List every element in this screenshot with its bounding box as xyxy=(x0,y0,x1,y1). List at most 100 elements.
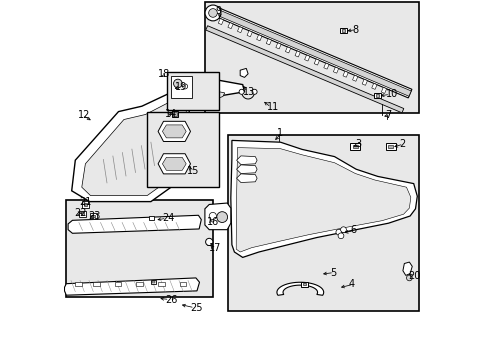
Text: 19: 19 xyxy=(175,82,187,92)
Polygon shape xyxy=(205,26,403,113)
Circle shape xyxy=(406,275,411,281)
Text: 14: 14 xyxy=(165,109,177,119)
Polygon shape xyxy=(236,165,257,174)
Polygon shape xyxy=(304,55,309,61)
Bar xyxy=(83,203,87,206)
Polygon shape xyxy=(256,35,262,41)
Circle shape xyxy=(204,5,221,21)
Circle shape xyxy=(340,227,346,233)
Bar xyxy=(206,240,212,245)
Bar xyxy=(341,29,345,32)
Bar xyxy=(136,282,142,286)
Bar xyxy=(152,281,155,283)
Text: 20: 20 xyxy=(407,271,420,282)
Polygon shape xyxy=(158,121,190,141)
Polygon shape xyxy=(276,282,323,295)
Text: 3: 3 xyxy=(355,139,361,149)
Polygon shape xyxy=(371,83,376,89)
Text: 1: 1 xyxy=(276,128,283,138)
Text: 18: 18 xyxy=(158,69,170,79)
Bar xyxy=(81,201,89,208)
Bar xyxy=(75,282,81,286)
Text: 25: 25 xyxy=(190,303,203,313)
Polygon shape xyxy=(72,77,244,202)
Text: 7: 7 xyxy=(384,110,390,120)
Polygon shape xyxy=(246,31,252,37)
Text: 23: 23 xyxy=(88,211,101,221)
Circle shape xyxy=(205,238,212,246)
Text: 26: 26 xyxy=(165,294,177,305)
Circle shape xyxy=(208,9,217,17)
Text: 16: 16 xyxy=(206,217,219,228)
Polygon shape xyxy=(402,262,411,275)
Bar xyxy=(302,283,306,285)
Polygon shape xyxy=(158,154,190,174)
Polygon shape xyxy=(352,75,357,81)
Polygon shape xyxy=(285,47,290,53)
Polygon shape xyxy=(236,148,410,252)
Polygon shape xyxy=(333,67,338,73)
Polygon shape xyxy=(236,174,257,183)
Text: 4: 4 xyxy=(348,279,354,289)
Bar xyxy=(171,111,178,117)
Bar xyxy=(115,282,121,286)
Text: 15: 15 xyxy=(186,166,199,176)
Text: 13: 13 xyxy=(243,87,255,97)
Polygon shape xyxy=(212,8,410,96)
Circle shape xyxy=(239,89,244,94)
Text: 9: 9 xyxy=(215,6,222,16)
Polygon shape xyxy=(227,23,233,29)
Circle shape xyxy=(337,233,343,239)
Text: 17: 17 xyxy=(208,243,221,253)
Polygon shape xyxy=(323,63,328,69)
Text: 22: 22 xyxy=(75,208,87,218)
Polygon shape xyxy=(381,87,386,93)
Polygon shape xyxy=(68,215,201,233)
Circle shape xyxy=(173,79,182,88)
Text: 24: 24 xyxy=(162,213,174,223)
Bar xyxy=(373,93,380,98)
Polygon shape xyxy=(162,157,186,170)
Polygon shape xyxy=(342,71,347,77)
Polygon shape xyxy=(275,43,281,49)
Bar xyxy=(301,282,307,287)
Bar xyxy=(352,145,357,148)
Bar xyxy=(91,215,95,217)
Bar xyxy=(167,72,219,110)
Bar xyxy=(170,76,192,98)
Bar xyxy=(228,135,418,311)
Bar xyxy=(147,112,219,187)
Bar xyxy=(158,282,164,286)
Polygon shape xyxy=(204,203,230,230)
Text: 6: 6 xyxy=(349,225,355,235)
Polygon shape xyxy=(294,51,300,57)
Bar xyxy=(387,145,392,148)
Text: 12: 12 xyxy=(78,110,90,120)
Circle shape xyxy=(216,212,227,222)
Bar xyxy=(179,282,186,286)
Text: 8: 8 xyxy=(352,24,358,35)
Bar xyxy=(151,280,156,284)
Polygon shape xyxy=(237,27,242,33)
Circle shape xyxy=(335,229,341,235)
Polygon shape xyxy=(362,79,366,85)
Bar xyxy=(340,28,346,33)
Text: 11: 11 xyxy=(266,102,279,112)
Polygon shape xyxy=(230,140,416,257)
Bar xyxy=(149,216,154,220)
Polygon shape xyxy=(218,19,223,24)
Circle shape xyxy=(251,89,257,94)
Polygon shape xyxy=(236,156,257,165)
Bar xyxy=(375,94,378,97)
Circle shape xyxy=(182,84,187,89)
Bar xyxy=(81,212,84,215)
Bar xyxy=(173,112,177,116)
Circle shape xyxy=(209,212,216,220)
Polygon shape xyxy=(240,68,247,77)
Polygon shape xyxy=(212,6,411,98)
Bar xyxy=(349,143,360,150)
Bar xyxy=(385,143,395,150)
Polygon shape xyxy=(162,125,186,138)
Text: 10: 10 xyxy=(385,89,397,99)
Text: 2: 2 xyxy=(399,139,405,149)
